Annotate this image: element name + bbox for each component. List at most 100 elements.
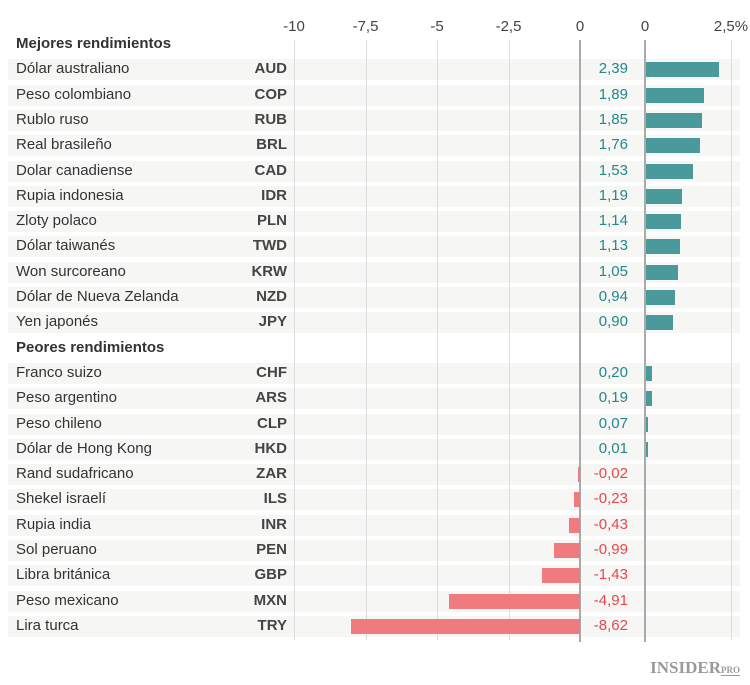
bar (646, 290, 675, 305)
value-label: -0,43 (593, 515, 628, 533)
currency-name: Sol peruano (16, 541, 97, 558)
value-label: 0,01 (598, 439, 628, 457)
currency-code: CLP (257, 414, 287, 432)
currency-name: Rand sudafricano (16, 465, 134, 483)
row-band (8, 413, 740, 435)
row-band (8, 362, 740, 384)
gridline (294, 40, 295, 640)
currency-name: Peso chileno (16, 414, 102, 432)
gridline (731, 40, 732, 640)
bar (646, 112, 703, 128)
row-band (8, 185, 740, 207)
value-label: 0,19 (598, 389, 628, 407)
currency-code: NZD (256, 288, 287, 305)
group-heading: Mejores rendimientos (16, 35, 172, 52)
value-label: 1,19 (598, 186, 628, 204)
row-band (8, 211, 740, 233)
value-label: 0,20 (598, 363, 628, 381)
value-label: -4,91 (593, 591, 628, 609)
value-label: -0,23 (593, 490, 628, 508)
x-tick-label: -7,5 (352, 18, 379, 35)
currency-code: ARS (255, 389, 287, 407)
value-label: 1,76 (598, 136, 628, 154)
currency-code: IDR (261, 186, 287, 204)
bar (646, 416, 649, 432)
currency-name: Dólar australiano (16, 60, 130, 78)
currency-name: Dólar de Nueva Zelanda (16, 288, 179, 305)
currency-code: COP (254, 85, 287, 103)
currency-code: CAD (254, 161, 288, 179)
gridline (365, 40, 367, 640)
currency-code: TWD (252, 237, 287, 255)
row-band (8, 109, 740, 131)
value-label: 0,90 (598, 313, 628, 331)
value-label: -8,62 (593, 616, 628, 634)
x-tick-label: 0 (640, 18, 650, 35)
group-heading: Peores rendimientos (16, 338, 165, 356)
row-band (8, 565, 740, 587)
gridline (437, 40, 438, 640)
currency-name: Peso colombiano (16, 85, 132, 103)
row-band (8, 438, 740, 460)
value-label: 1,05 (598, 262, 628, 280)
zero-axis-positive (644, 40, 646, 642)
currency-code: ILS (263, 490, 287, 508)
bar (573, 492, 580, 508)
row-band (8, 540, 740, 561)
currency-code: JPY (258, 313, 287, 331)
row-band (8, 135, 740, 157)
zero-axis-negative (579, 40, 581, 642)
value-label: 1,14 (598, 212, 628, 230)
logo-main: INSIDER (650, 658, 721, 677)
currency-name: Dólar de Hong Kong (16, 439, 152, 457)
currency-code: BRL (256, 136, 287, 154)
currency-code: ZAR (256, 465, 287, 483)
currency-name: Shekel israelí (16, 490, 107, 508)
bar (646, 214, 681, 230)
value-label: 0,94 (598, 288, 628, 305)
bar (646, 62, 719, 78)
currency-code: KRW (251, 262, 287, 280)
currency-code: HKD (254, 439, 288, 457)
currency-name: Peso argentino (16, 389, 117, 407)
currency-name: Peso mexicano (16, 591, 119, 609)
currency-name: Won surcoreano (16, 262, 126, 280)
bar (646, 365, 653, 381)
row-band (8, 59, 740, 81)
value-label: -0,02 (593, 465, 628, 483)
row-band (8, 388, 740, 410)
bar (646, 391, 652, 407)
bar (646, 163, 693, 179)
currency-code: PEN (256, 541, 287, 558)
currency-code: GBP (254, 566, 287, 584)
currency-code: INR (261, 515, 287, 533)
value-label: 1,13 (598, 237, 628, 255)
currency-name: Franco suizo (16, 363, 102, 381)
value-label: 1,85 (598, 110, 628, 128)
bar (350, 618, 580, 634)
currency-code: AUD (254, 60, 288, 78)
value-label: 1,89 (598, 85, 628, 103)
currency-code: CHF (256, 363, 287, 381)
row-band (8, 160, 740, 182)
x-tick-label: -10 (283, 18, 305, 35)
x-tick-label: 0 (575, 18, 585, 35)
currency-name: Zloty polaco (16, 212, 97, 230)
bar (541, 568, 580, 584)
bar (646, 315, 674, 331)
row-band (8, 261, 740, 283)
currency-name: Lira turca (16, 616, 79, 634)
currency-name: Rublo ruso (16, 110, 89, 128)
bar (646, 87, 704, 103)
bar (578, 467, 580, 483)
currency-name: Real brasileño (16, 136, 112, 154)
bar (646, 441, 648, 457)
value-label: 2,39 (598, 60, 628, 78)
row-band (8, 236, 740, 258)
currency-code: PLN (257, 212, 287, 230)
currency-name: Dolar canadiense (16, 161, 133, 179)
x-tick-label: -5 (430, 18, 444, 35)
currency-code: TRY (257, 616, 287, 634)
currency-code: MXN (253, 591, 287, 609)
